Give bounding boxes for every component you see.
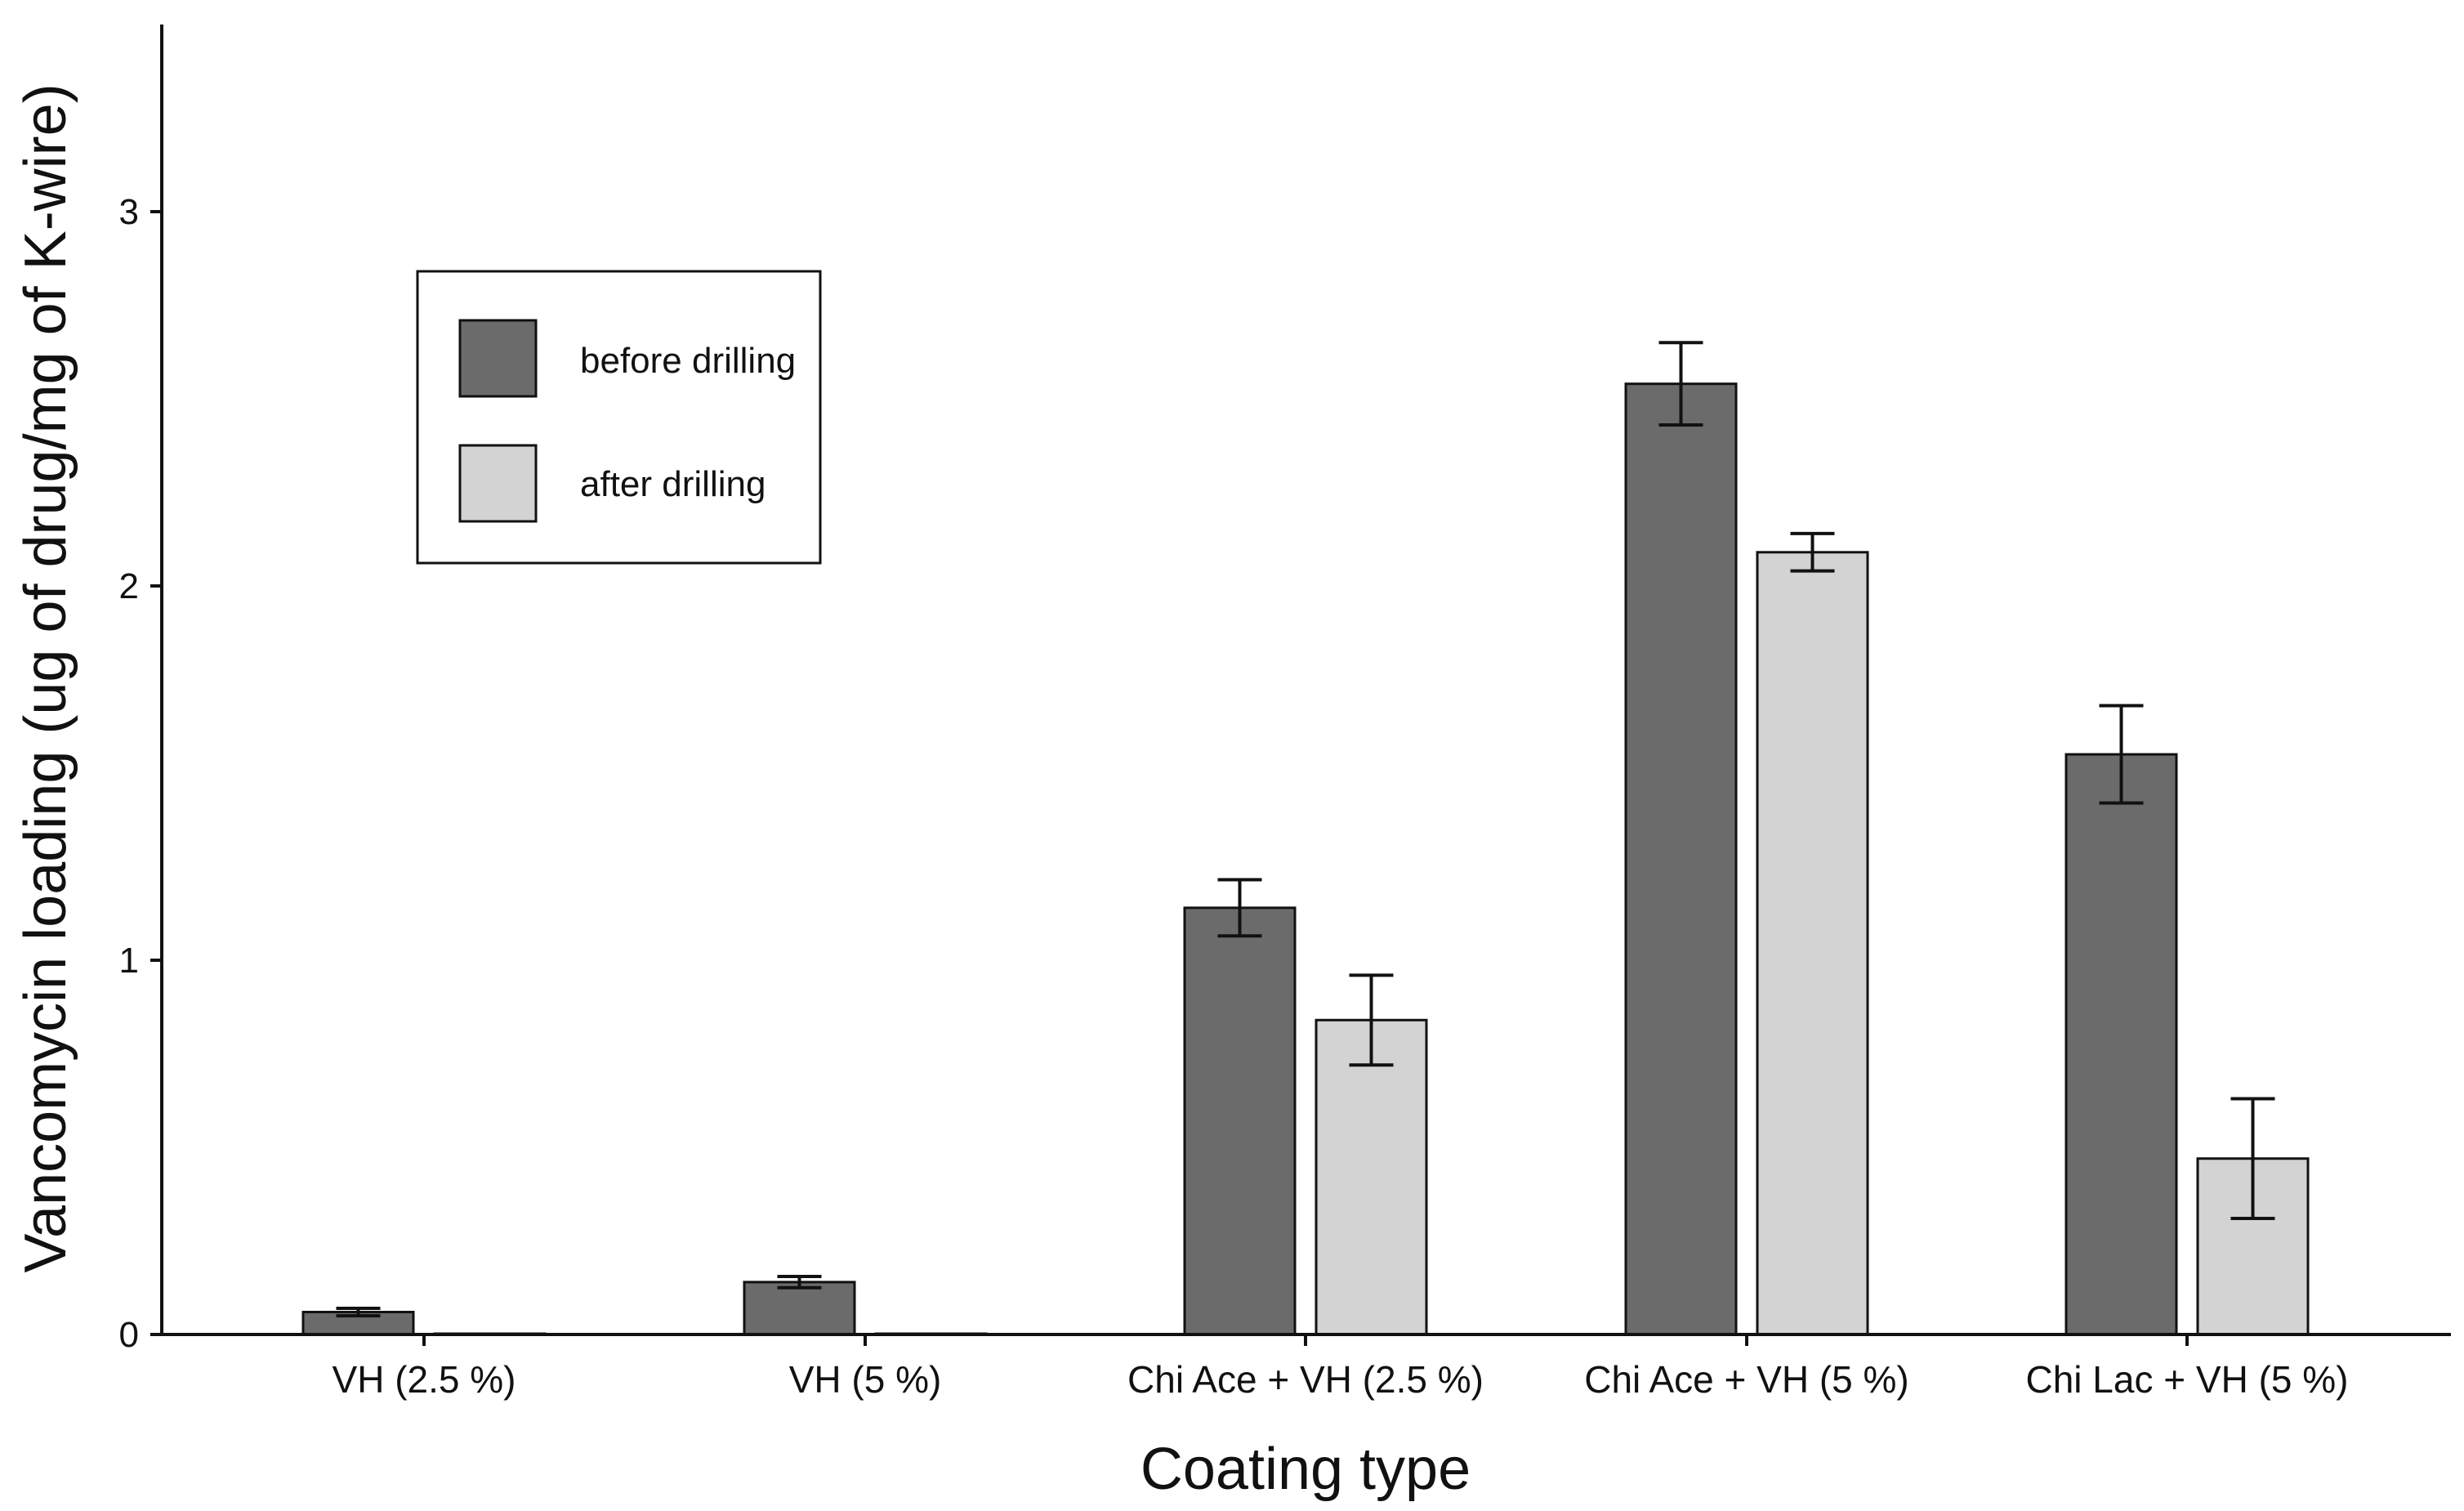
legend: before drilling after drilling bbox=[416, 270, 822, 565]
legend-swatch-before-drilling bbox=[458, 319, 538, 398]
error-bar bbox=[1790, 531, 1835, 573]
bar-after-drilling bbox=[1756, 551, 1869, 1336]
y-tick-label: 1 bbox=[119, 941, 139, 981]
error-bars-layer bbox=[336, 341, 2275, 1318]
bar-before-drilling bbox=[1624, 382, 1738, 1336]
error-bar bbox=[1658, 341, 1703, 427]
bar-before-drilling bbox=[1183, 906, 1297, 1336]
x-tick-label: Chi Lac + VH (5 %) bbox=[2026, 1358, 2349, 1401]
x-category-labels: VH (2.5 %) VH (5 %) Chi Ace + VH (2.5 %) Ch… bbox=[333, 1334, 2349, 1401]
x-tick-label: Chi Ace + VH (5 %) bbox=[1584, 1358, 1909, 1401]
bar-after-drilling bbox=[1315, 1018, 1428, 1336]
bar-before-drilling bbox=[743, 1281, 856, 1336]
error-bar bbox=[336, 1306, 381, 1318]
error-bar bbox=[1349, 973, 1394, 1067]
legend-label-after-drilling: after drilling bbox=[580, 464, 766, 504]
legend-label-before-drilling: before drilling bbox=[580, 341, 796, 381]
error-bar bbox=[2230, 1097, 2275, 1221]
error-bar bbox=[777, 1275, 822, 1290]
legend-swatch-after-drilling bbox=[458, 444, 538, 523]
y-tick-label: 3 bbox=[119, 192, 139, 232]
x-tick-label: VH (2.5 %) bbox=[333, 1358, 516, 1401]
y-ticks: 0 1 2 3 bbox=[119, 192, 162, 1355]
y-axis-title: Vancomycin loading (ug of drug/mg of K-w… bbox=[13, 83, 78, 1272]
error-bar bbox=[1217, 878, 1262, 938]
x-tick-label: Chi Ace + VH (2.5 %) bbox=[1127, 1358, 1484, 1401]
error-bar bbox=[2099, 704, 2144, 805]
y-tick-label: 2 bbox=[119, 566, 139, 606]
x-tick-label: VH (5 %) bbox=[789, 1358, 942, 1401]
y-tick-label: 0 bbox=[119, 1315, 139, 1355]
x-axis-title: Coating type bbox=[1140, 1437, 1471, 1502]
bar-before-drilling bbox=[2064, 753, 2178, 1336]
